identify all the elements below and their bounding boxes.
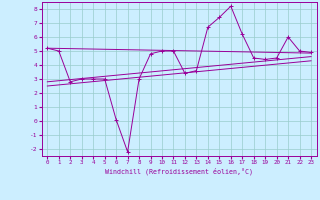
X-axis label: Windchill (Refroidissement éolien,°C): Windchill (Refroidissement éolien,°C) (105, 168, 253, 175)
